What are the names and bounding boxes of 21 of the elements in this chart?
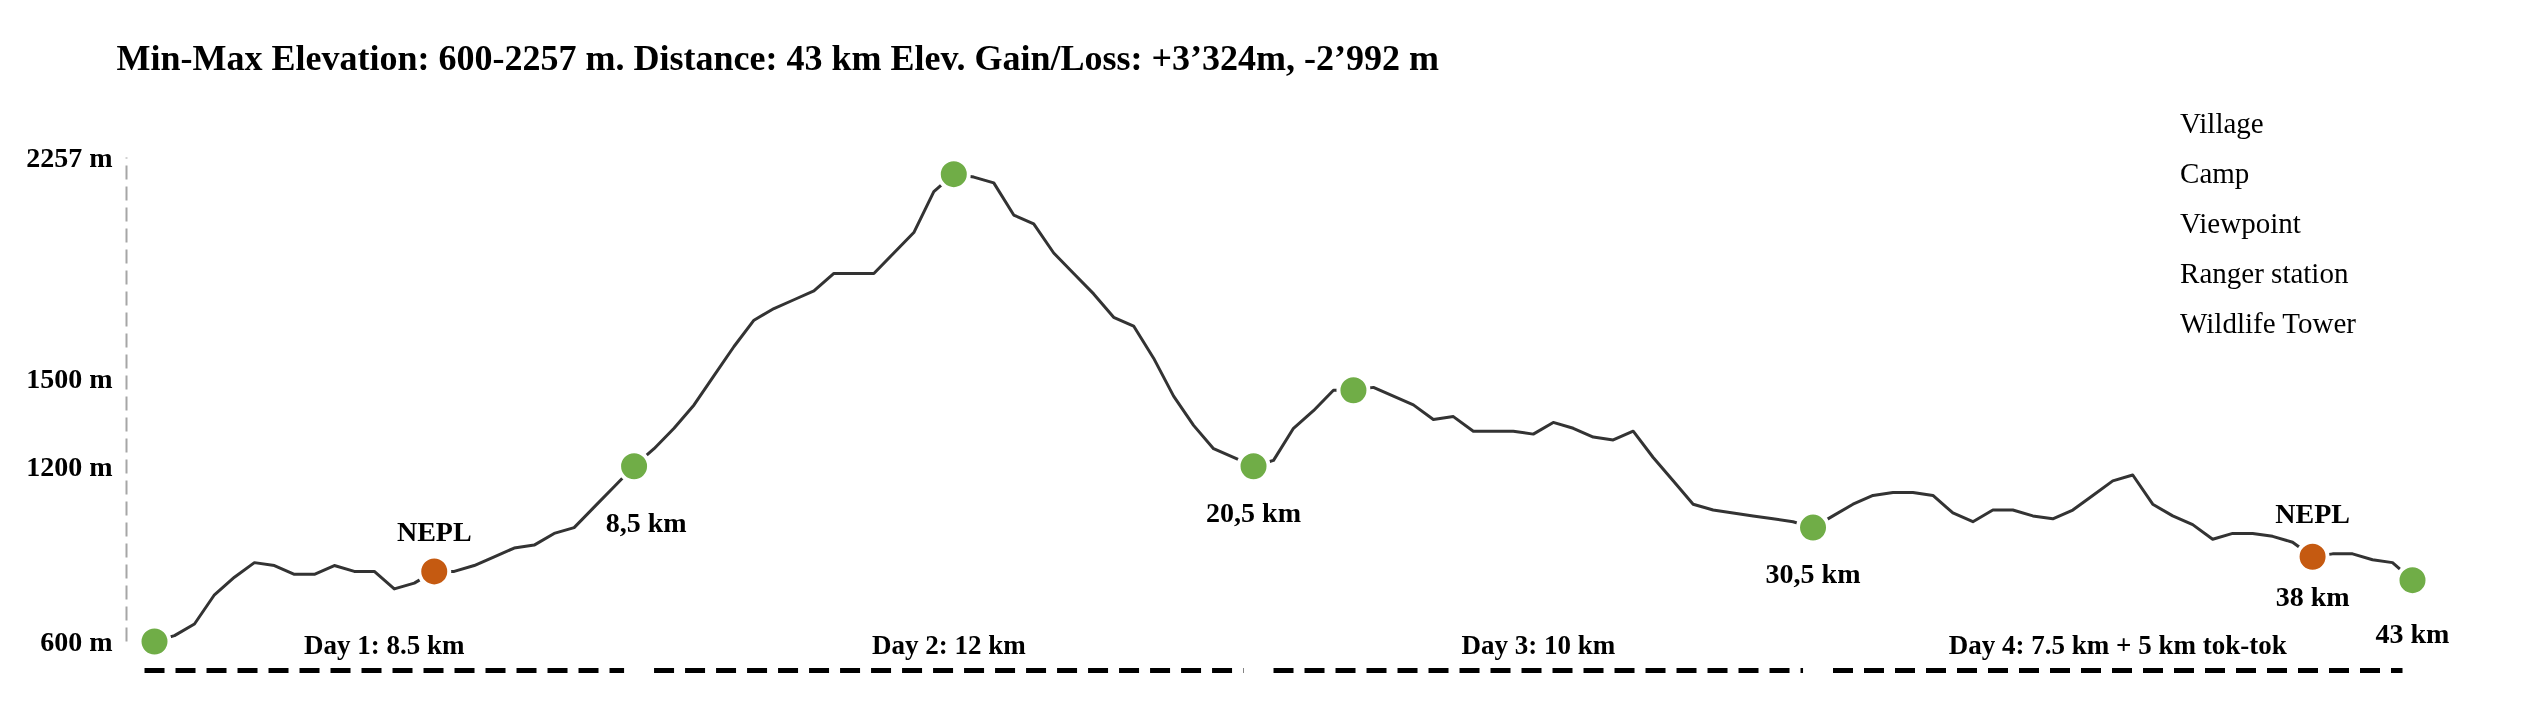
annotation: 8,5 km (605, 506, 687, 538)
annotation: NEPL (2275, 498, 2350, 530)
annotation: 38 km (2275, 581, 2350, 613)
y-tick-label: 600 m (40, 626, 113, 657)
annotation: NEPL (396, 515, 472, 547)
chart-title: Min-Max Elevation: 600-2257 m. Distance: 43 km Elev. Gain/Loss: +3’324m, -2’992 m (116, 37, 1439, 78)
annotation: Viewpoint (2180, 206, 2301, 239)
annotation: 20,5 km (1206, 496, 1301, 528)
y-tick-label: 1500 m (26, 363, 113, 395)
annotation: Day 1: 8.5 km (304, 629, 466, 660)
annotation: 30,5 km (1765, 558, 1861, 590)
annotation: 43 km (2375, 617, 2450, 649)
annotation: Wildlife Tower (2180, 306, 2357, 339)
annotation: Camp (2180, 156, 2250, 189)
annotation: Day 2: 12 km (871, 629, 1027, 660)
y-tick-label: 2257 m (26, 142, 113, 173)
annotation: Ranger station (2180, 256, 2349, 289)
text: Village (2180, 106, 2264, 139)
annotation: Day 4: 7.5 km + 5 km tok-tok (1948, 629, 2287, 660)
y-tick-label: 1200 m (26, 450, 113, 482)
annotation: Day 3: 10 km (1461, 629, 1616, 660)
